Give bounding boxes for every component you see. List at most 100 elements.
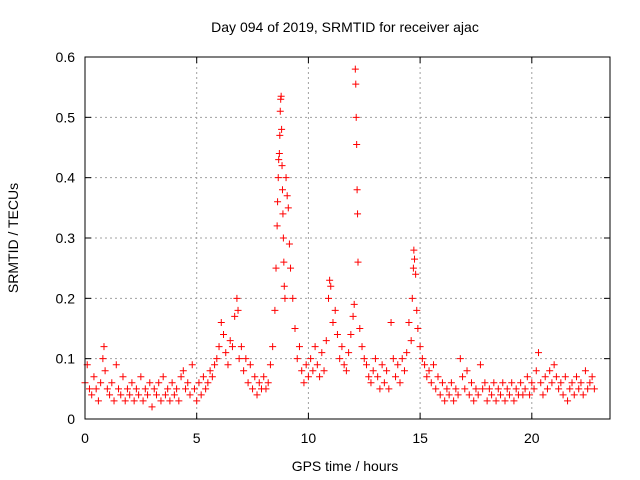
data-point bbox=[302, 361, 310, 369]
data-point bbox=[519, 391, 527, 399]
data-point bbox=[283, 192, 291, 200]
data-point bbox=[295, 343, 303, 351]
data-point bbox=[479, 385, 487, 393]
data-point bbox=[338, 343, 346, 351]
data-point bbox=[287, 264, 295, 272]
data-point bbox=[380, 379, 388, 387]
data-point bbox=[331, 306, 339, 314]
data-point bbox=[552, 373, 560, 381]
y-tick-label: 0.4 bbox=[56, 170, 76, 186]
data-point bbox=[242, 355, 250, 363]
data-point bbox=[164, 385, 172, 393]
data-point bbox=[168, 379, 176, 387]
data-point bbox=[564, 397, 572, 405]
data-point bbox=[152, 391, 160, 399]
data-point bbox=[157, 397, 165, 405]
data-point bbox=[195, 379, 203, 387]
data-point bbox=[278, 162, 286, 170]
data-point bbox=[405, 318, 413, 326]
data-point bbox=[132, 385, 140, 393]
data-point bbox=[461, 385, 469, 393]
data-point bbox=[146, 379, 154, 387]
data-point bbox=[141, 385, 149, 393]
data-point bbox=[264, 379, 272, 387]
data-point bbox=[512, 385, 520, 393]
data-point bbox=[279, 210, 287, 218]
data-point bbox=[345, 349, 353, 357]
data-point bbox=[445, 391, 453, 399]
x-tick-label: 5 bbox=[193, 430, 201, 446]
data-point bbox=[356, 325, 364, 332]
x-axis-label: GPS time / hours bbox=[292, 458, 399, 474]
data-point bbox=[543, 385, 551, 393]
data-point bbox=[485, 385, 493, 393]
data-point bbox=[285, 240, 293, 248]
data-point bbox=[483, 397, 491, 405]
data-point bbox=[351, 65, 359, 73]
data-point bbox=[123, 385, 131, 393]
data-point bbox=[360, 355, 368, 363]
data-point bbox=[387, 318, 395, 326]
data-point bbox=[327, 282, 335, 290]
data-point bbox=[358, 343, 366, 351]
data-point bbox=[505, 391, 513, 399]
data-point bbox=[432, 385, 440, 393]
data-point bbox=[271, 306, 279, 314]
data-point bbox=[499, 379, 507, 387]
data-point bbox=[438, 379, 446, 387]
x-tick-label: 20 bbox=[524, 430, 540, 446]
y-tick-label: 0 bbox=[67, 411, 75, 427]
data-point bbox=[350, 300, 358, 308]
data-point bbox=[97, 379, 105, 387]
data-point bbox=[579, 391, 587, 399]
data-point bbox=[150, 385, 158, 393]
data-point bbox=[226, 337, 234, 345]
data-point bbox=[537, 379, 545, 387]
data-point bbox=[550, 361, 558, 369]
data-point bbox=[497, 391, 505, 399]
data-point bbox=[155, 379, 163, 387]
data-point bbox=[144, 391, 152, 399]
data-point bbox=[244, 379, 252, 387]
data-point bbox=[427, 379, 435, 387]
data-point bbox=[588, 373, 596, 381]
data-point bbox=[566, 385, 574, 393]
data-point bbox=[333, 331, 341, 339]
data-point bbox=[260, 373, 268, 381]
data-point bbox=[318, 349, 326, 357]
data-point bbox=[276, 107, 284, 115]
data-point bbox=[276, 131, 284, 139]
data-point bbox=[262, 385, 270, 393]
data-point bbox=[269, 343, 277, 351]
data-point bbox=[374, 373, 382, 381]
data-point bbox=[517, 379, 525, 387]
data-point bbox=[409, 264, 417, 272]
data-point bbox=[414, 325, 422, 332]
data-point bbox=[530, 385, 538, 393]
data-point bbox=[213, 355, 221, 363]
data-point bbox=[465, 391, 473, 399]
tick-labels: 0 0.1 0.2 0.3 0.4 0.5 0.6 0 5 10 15 20 bbox=[56, 49, 540, 446]
data-point bbox=[403, 349, 411, 357]
data-point bbox=[353, 186, 361, 194]
data-point bbox=[555, 385, 563, 393]
data-point bbox=[454, 391, 462, 399]
data-point bbox=[137, 373, 145, 381]
data-point bbox=[353, 140, 361, 148]
data-point bbox=[385, 385, 393, 393]
data-point bbox=[501, 397, 509, 405]
data-point bbox=[557, 379, 565, 387]
data-point bbox=[577, 379, 585, 387]
data-point bbox=[325, 294, 333, 302]
data-point bbox=[298, 367, 306, 375]
data-point bbox=[490, 379, 498, 387]
data-point bbox=[459, 373, 467, 381]
data-point bbox=[342, 367, 350, 375]
data-point bbox=[202, 385, 210, 393]
data-point bbox=[128, 379, 136, 387]
data-point bbox=[199, 373, 207, 381]
data-point bbox=[275, 156, 283, 164]
data-point bbox=[365, 373, 373, 381]
data-point bbox=[488, 391, 496, 399]
data-point bbox=[392, 373, 400, 381]
